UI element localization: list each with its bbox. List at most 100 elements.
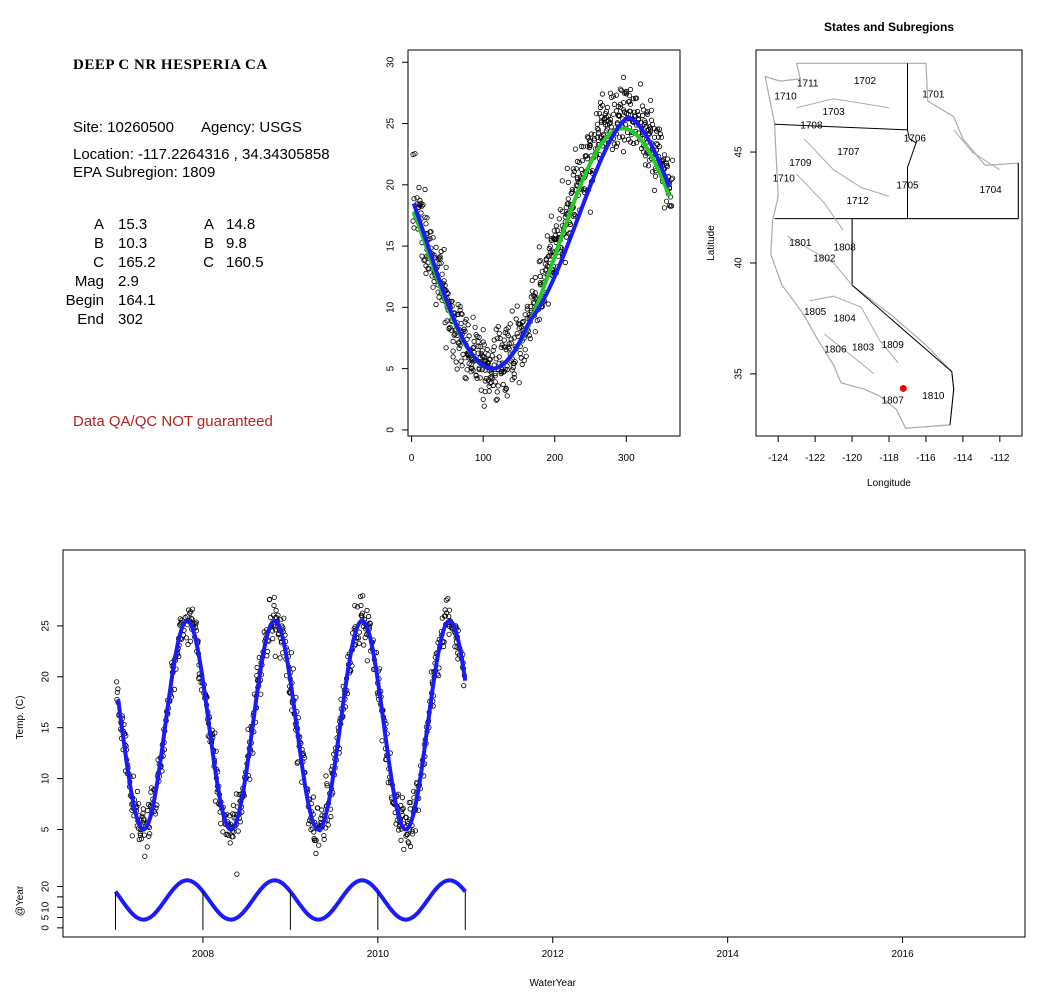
region-label: 1701 bbox=[922, 89, 945, 100]
data-point bbox=[527, 303, 533, 310]
data-point bbox=[395, 827, 402, 833]
data-point bbox=[311, 829, 317, 835]
data-point bbox=[573, 166, 580, 172]
data-point bbox=[477, 375, 483, 381]
data-point bbox=[234, 871, 240, 877]
data-point bbox=[409, 828, 415, 834]
data-point bbox=[547, 243, 553, 249]
location: Location: -117.2264316 , 34.34305858 bbox=[73, 146, 330, 163]
data-point bbox=[591, 136, 598, 142]
subregion-border bbox=[796, 173, 844, 230]
data-point bbox=[264, 648, 271, 655]
data-point bbox=[185, 641, 191, 648]
data-point bbox=[486, 388, 492, 394]
data-point bbox=[542, 267, 548, 273]
data-point bbox=[520, 318, 526, 325]
y-tick-label: 25 bbox=[41, 620, 52, 632]
data-point bbox=[654, 126, 661, 132]
data-point bbox=[620, 100, 627, 106]
data-point bbox=[423, 270, 429, 276]
data-point bbox=[465, 322, 471, 328]
data-point bbox=[651, 187, 658, 193]
data-point bbox=[453, 359, 459, 365]
subregion-border bbox=[787, 235, 853, 286]
data-point bbox=[290, 666, 296, 672]
y-tick-label: 10 bbox=[386, 301, 397, 313]
data-point bbox=[463, 376, 469, 382]
data-point bbox=[407, 843, 414, 850]
region-label: 1706 bbox=[904, 134, 927, 145]
data-point bbox=[129, 833, 135, 839]
data-point bbox=[464, 367, 470, 373]
data-point bbox=[647, 126, 654, 132]
data-point bbox=[502, 329, 508, 336]
data-point bbox=[637, 81, 644, 87]
subregion-border bbox=[796, 98, 890, 109]
data-point bbox=[427, 236, 433, 242]
data-point bbox=[315, 805, 321, 811]
data-point bbox=[494, 396, 500, 402]
data-point bbox=[458, 310, 464, 317]
data-point bbox=[400, 805, 406, 812]
site-title: DEEP C NR HESPERIA CA bbox=[73, 57, 268, 73]
param-label: C bbox=[93, 254, 104, 271]
data-point bbox=[459, 363, 465, 369]
data-point bbox=[578, 143, 585, 149]
data-point bbox=[532, 290, 538, 296]
y-tick-label: 20 bbox=[386, 179, 397, 191]
data-point bbox=[411, 196, 417, 202]
x-tick-label: 2010 bbox=[367, 949, 390, 960]
data-point bbox=[489, 353, 495, 359]
data-point bbox=[470, 345, 476, 351]
data-point bbox=[316, 842, 322, 848]
data-point bbox=[273, 607, 279, 614]
y-tick-label: 5 bbox=[41, 826, 52, 832]
region-label: 1804 bbox=[834, 313, 857, 324]
data-point bbox=[616, 134, 623, 140]
data-point bbox=[190, 606, 196, 612]
x-tick-label: 2012 bbox=[542, 949, 565, 960]
data-point bbox=[466, 333, 472, 339]
data-point bbox=[594, 134, 601, 141]
data-point bbox=[627, 101, 634, 107]
x-tick-label: 2014 bbox=[717, 949, 740, 960]
data-point bbox=[578, 166, 585, 172]
data-point bbox=[526, 332, 532, 339]
data-point bbox=[474, 333, 480, 340]
data-point bbox=[423, 221, 429, 227]
data-point bbox=[551, 228, 557, 234]
region-label: 1806 bbox=[824, 344, 847, 355]
data-point bbox=[321, 836, 327, 842]
data-point bbox=[147, 831, 153, 837]
param-value-2: 9.8 bbox=[226, 235, 247, 252]
data-point bbox=[323, 773, 329, 779]
data-point bbox=[481, 403, 487, 409]
data-point bbox=[193, 619, 199, 625]
data-point bbox=[527, 335, 533, 342]
data-point bbox=[409, 831, 416, 837]
qa-note: Data QA/QC NOT guaranteed bbox=[73, 413, 273, 430]
timeseries-chart: 2008 2010 2012 2014 2016WaterYear510152025Te… bbox=[15, 549, 1026, 989]
data-point bbox=[497, 335, 503, 342]
data-point bbox=[220, 829, 226, 835]
data-point bbox=[618, 87, 625, 94]
data-point bbox=[559, 178, 565, 184]
data-point bbox=[473, 372, 479, 378]
data-point bbox=[212, 730, 218, 736]
data-point bbox=[399, 806, 405, 813]
data-point bbox=[507, 321, 513, 327]
data-point bbox=[642, 162, 649, 168]
param-label: B bbox=[93, 235, 104, 252]
data-point bbox=[450, 348, 456, 354]
data-point bbox=[630, 96, 637, 102]
region-label: 1810 bbox=[922, 391, 945, 402]
data-point bbox=[359, 610, 365, 616]
data-point bbox=[115, 686, 121, 692]
data-point bbox=[450, 338, 456, 344]
data-point bbox=[543, 256, 549, 262]
data-point bbox=[587, 142, 594, 149]
data-point bbox=[509, 367, 515, 373]
data-point bbox=[114, 689, 120, 695]
data-point bbox=[598, 114, 605, 120]
subregion-border bbox=[803, 138, 890, 197]
